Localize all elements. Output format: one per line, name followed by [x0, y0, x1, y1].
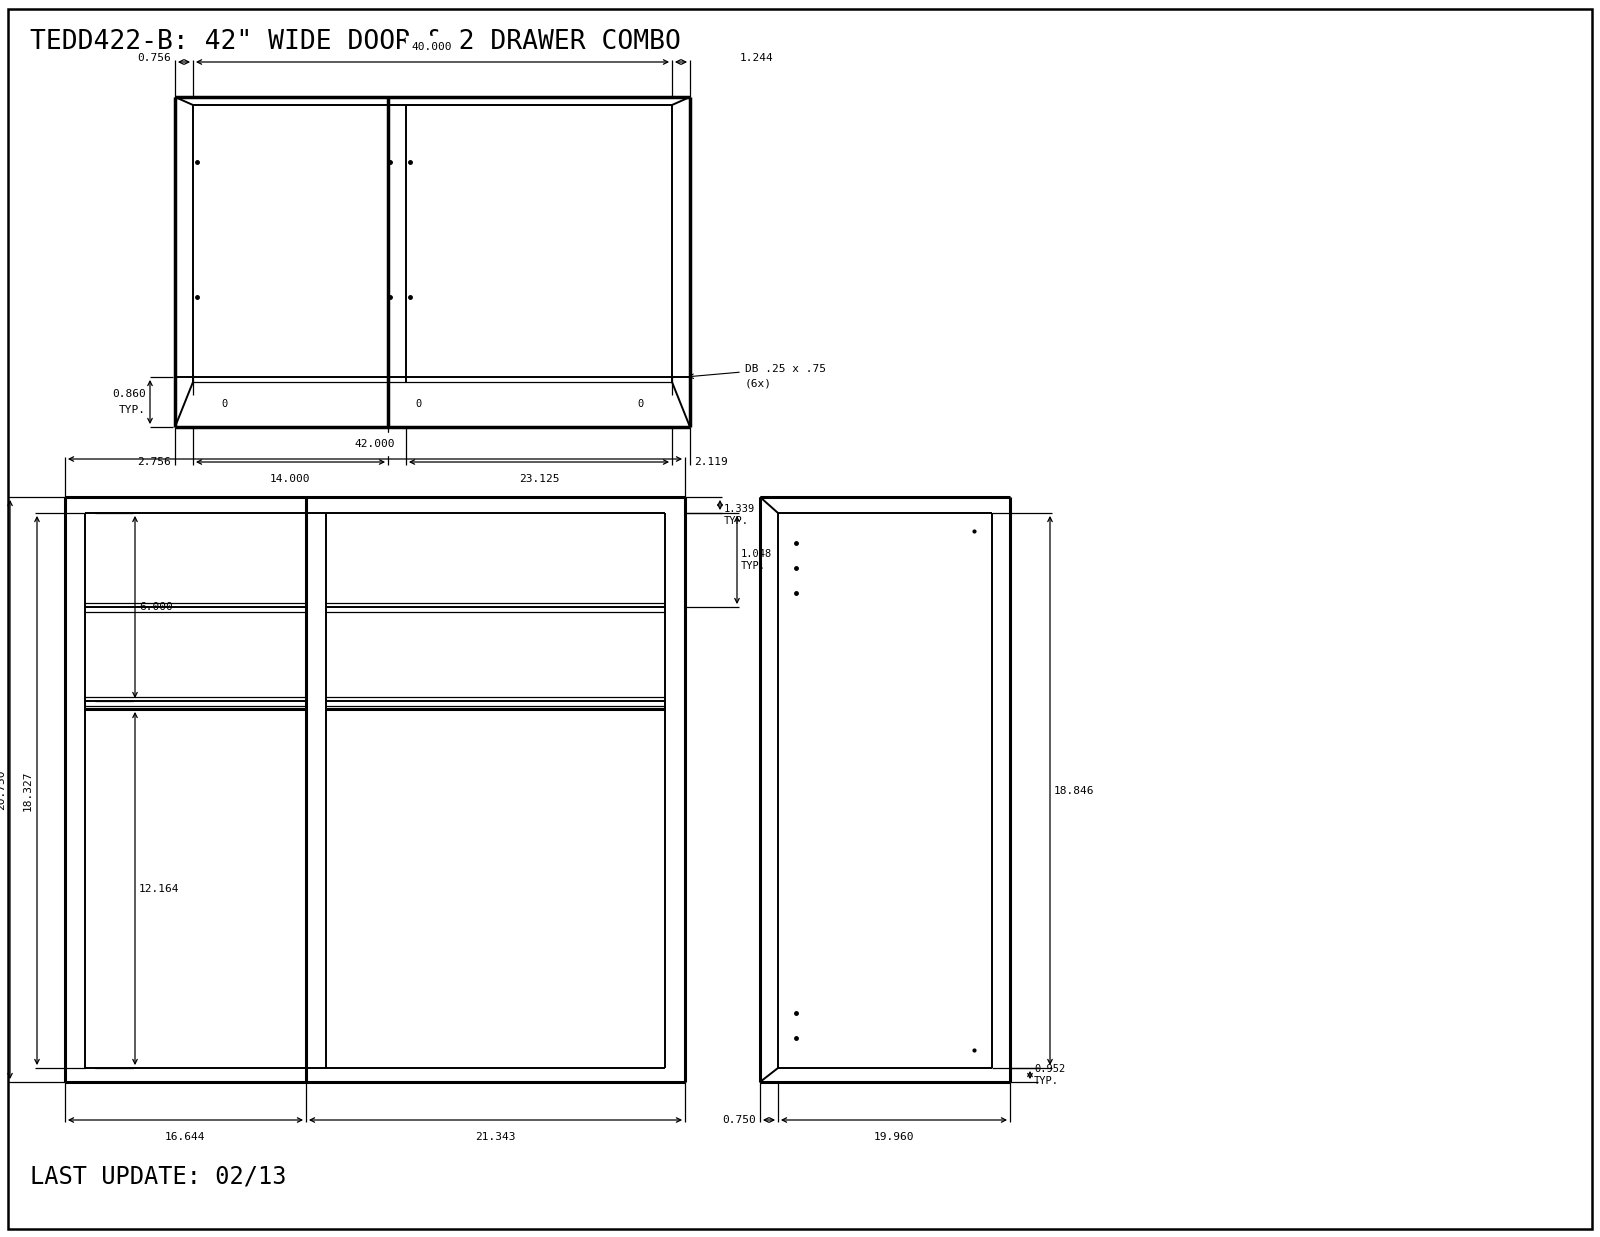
Text: 21.343: 21.343	[475, 1132, 515, 1142]
Text: 0.750: 0.750	[722, 1115, 757, 1124]
Text: TYP.: TYP.	[723, 516, 749, 526]
Text: 0: 0	[414, 400, 421, 409]
Text: 2.756: 2.756	[138, 456, 171, 468]
Text: TYP.: TYP.	[1034, 1076, 1059, 1086]
Text: 12.164: 12.164	[139, 884, 179, 894]
Text: DB .25 x .75: DB .25 x .75	[746, 364, 826, 374]
Text: 40.000: 40.000	[411, 42, 453, 52]
Text: 18.846: 18.846	[1054, 785, 1094, 795]
Text: 6.000: 6.000	[139, 602, 173, 612]
Text: 0.952: 0.952	[1034, 1064, 1066, 1074]
Text: (6x): (6x)	[746, 379, 771, 388]
Text: TEDD422-B: 42" WIDE DOOR & 2 DRAWER COMBO: TEDD422-B: 42" WIDE DOOR & 2 DRAWER COMB…	[30, 28, 682, 54]
Text: 0.860: 0.860	[112, 388, 146, 400]
Text: 14.000: 14.000	[270, 474, 310, 484]
Text: 1.244: 1.244	[739, 53, 774, 63]
Text: 16.644: 16.644	[165, 1132, 205, 1142]
Text: 0: 0	[637, 400, 643, 409]
Text: 23.125: 23.125	[518, 474, 560, 484]
Text: 19.960: 19.960	[874, 1132, 914, 1142]
Text: 1.048: 1.048	[741, 549, 773, 559]
Text: TYP.: TYP.	[741, 562, 766, 571]
Text: 18.327: 18.327	[22, 771, 34, 811]
Text: 0.756: 0.756	[138, 53, 171, 63]
Text: 2.119: 2.119	[694, 456, 728, 468]
Text: LAST UPDATE: 02/13: LAST UPDATE: 02/13	[30, 1165, 286, 1189]
Text: TYP.: TYP.	[118, 404, 146, 414]
Text: 0: 0	[222, 400, 229, 409]
Text: 20.750: 20.750	[0, 769, 6, 810]
Text: 42.000: 42.000	[355, 439, 395, 449]
Text: 1.339: 1.339	[723, 503, 755, 515]
